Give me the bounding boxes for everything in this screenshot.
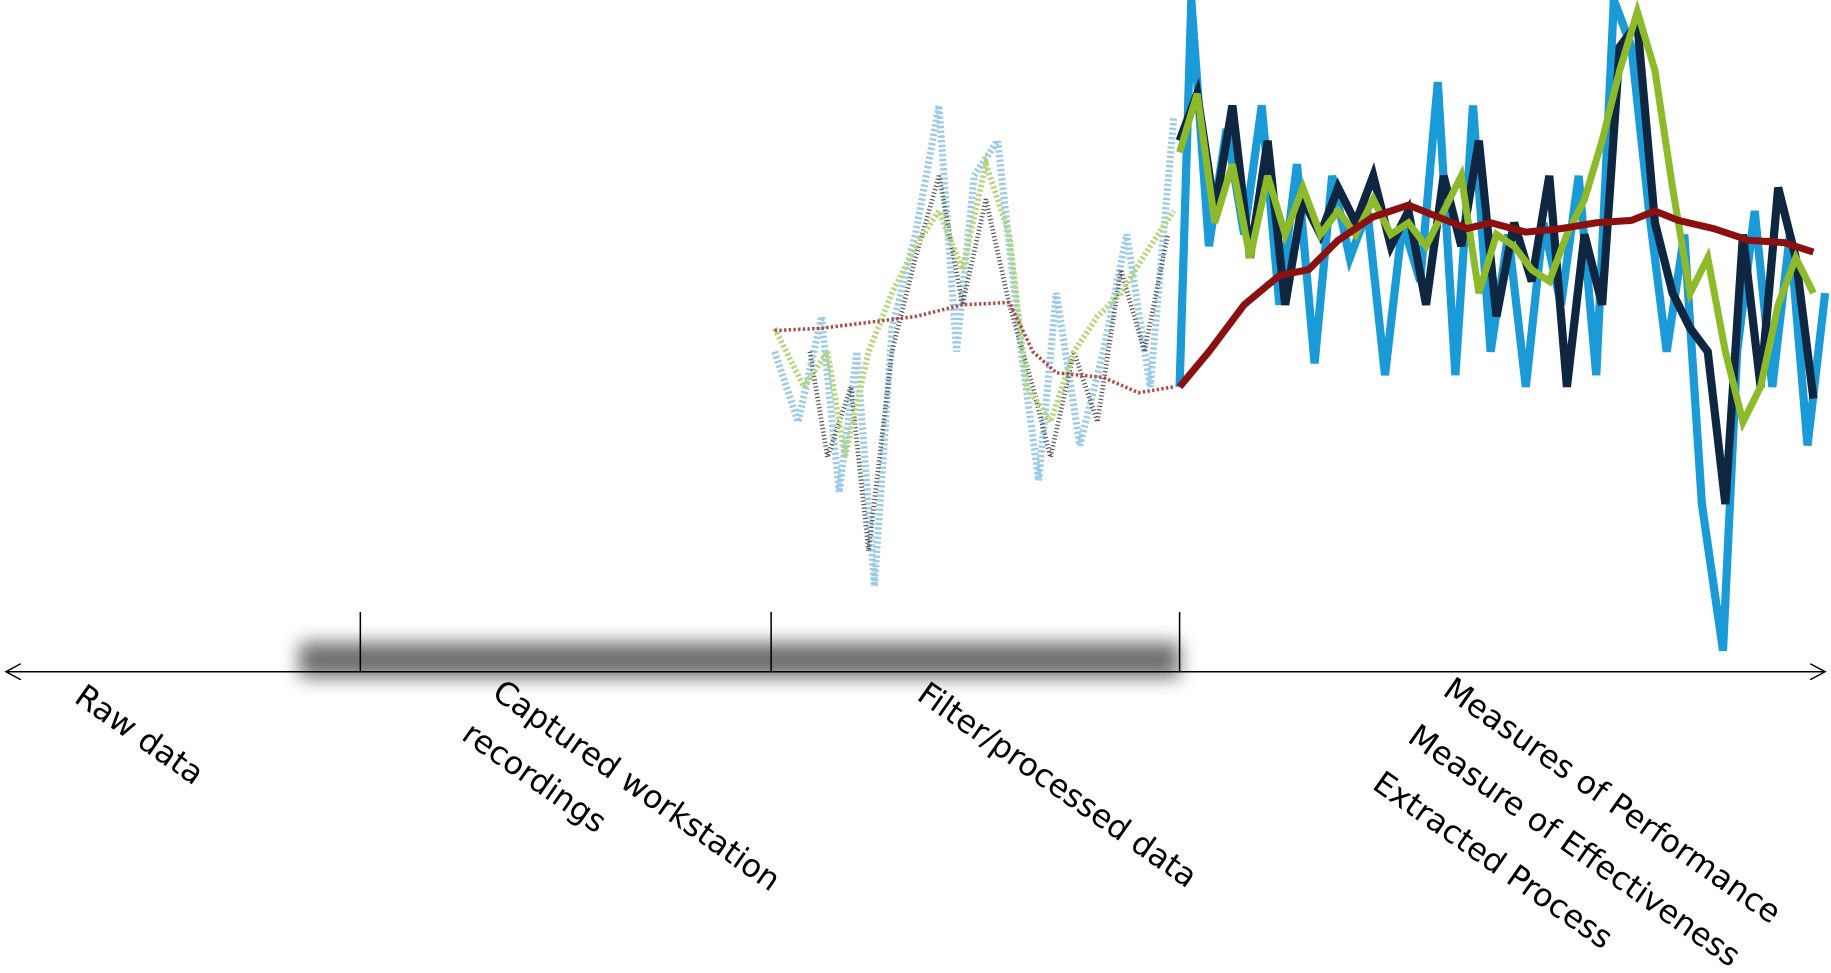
diagram: Raw data Captured workstation recordings…: [0, 0, 1831, 973]
filtered-trace-blue: [775, 106, 1174, 587]
stage-label: Filter/processed data: [911, 676, 1204, 896]
trace-light-blue: [1180, 0, 1826, 651]
page: Raw data Captured workstation recordings…: [0, 0, 1831, 973]
stage-label: Raw data: [68, 678, 210, 792]
filtered-trace-green: [775, 164, 1174, 457]
